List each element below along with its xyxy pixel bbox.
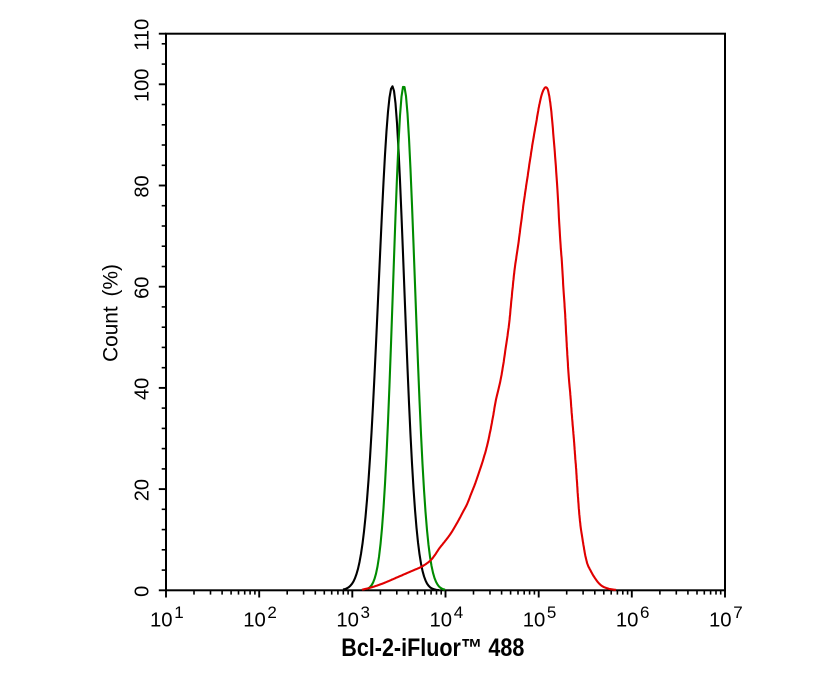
svg-text:100: 100	[132, 69, 154, 102]
svg-text:1: 1	[174, 603, 183, 622]
svg-text:10: 10	[243, 610, 266, 632]
svg-text:Bcl-2-iFluor™ 488: Bcl-2-iFluor™ 488	[341, 635, 524, 662]
svg-text:40: 40	[132, 378, 154, 400]
svg-text:110: 110	[132, 19, 154, 51]
svg-text:10: 10	[430, 610, 453, 632]
svg-text:5: 5	[547, 603, 556, 622]
svg-text:10: 10	[336, 610, 359, 632]
svg-text:3: 3	[361, 603, 370, 622]
svg-text:10: 10	[523, 610, 546, 632]
svg-text:10: 10	[150, 610, 173, 632]
svg-text:Count (%): Count (%)	[100, 264, 123, 362]
svg-text:6: 6	[640, 603, 649, 622]
svg-text:20: 20	[132, 479, 154, 501]
svg-text:10: 10	[709, 610, 732, 632]
svg-text:2: 2	[267, 603, 276, 622]
svg-text:80: 80	[132, 175, 154, 197]
svg-text:0: 0	[132, 586, 154, 597]
svg-text:4: 4	[454, 603, 463, 622]
svg-text:60: 60	[132, 277, 154, 299]
svg-text:10: 10	[616, 610, 639, 632]
svg-text:7: 7	[733, 603, 742, 622]
